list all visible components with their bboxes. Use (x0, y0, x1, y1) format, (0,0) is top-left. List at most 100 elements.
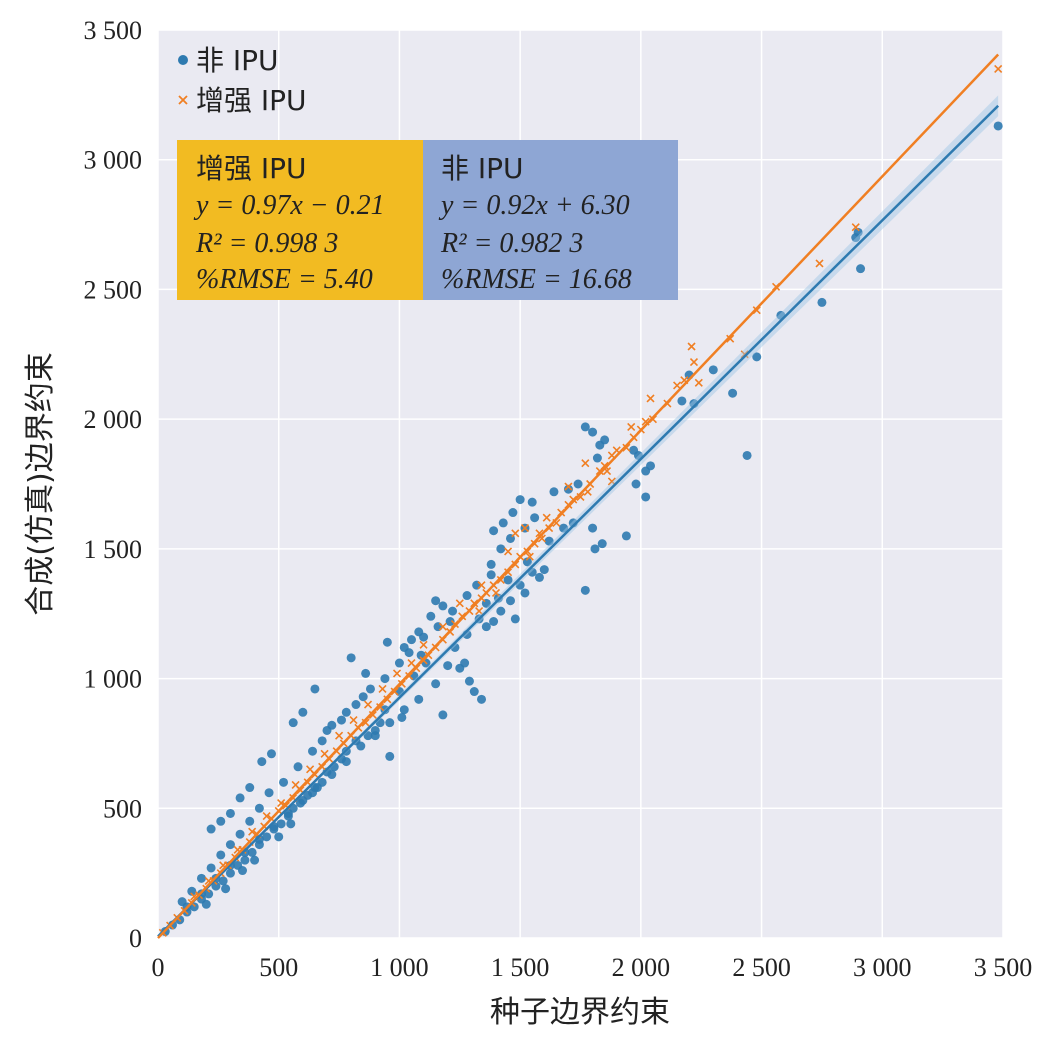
non-ipu-point (856, 264, 866, 274)
non-ipu-point (486, 559, 496, 569)
non-ipu-point (544, 536, 554, 546)
enhanced-ipu-point (595, 466, 604, 476)
non-ipu-point (498, 518, 508, 528)
non-ipu-point (279, 777, 289, 787)
non-ipu-point (534, 572, 544, 582)
non-ipu-point (257, 757, 267, 767)
enhanced-ipu-point (511, 529, 520, 538)
non-ipu-point (443, 661, 453, 671)
non-ipu-point (204, 889, 214, 899)
x-tick-label: 2 000 (612, 953, 671, 982)
enhanced-ipu-point (390, 687, 399, 696)
enhanced-ipu-point (740, 350, 749, 359)
x-tick-label: 500 (259, 953, 298, 982)
enhanced-ipu-point (335, 731, 344, 740)
non-ipu-point (308, 788, 318, 798)
non-ipu-point (573, 479, 583, 489)
non-ipu-point (385, 751, 395, 761)
non-ipu-point (539, 565, 549, 575)
non-ipu-point (588, 523, 598, 533)
non-ipu-point (351, 700, 361, 710)
x-axis-label: 种子边界约束 (490, 995, 670, 1030)
x-tick-label: 3 500 (974, 953, 1033, 982)
non-ipu-point (496, 544, 506, 554)
non-ipu-confidence-band (158, 95, 999, 937)
enhanced-ipu-point (349, 716, 358, 725)
stats-box-enhanced-bg (177, 140, 423, 300)
non-ipu-point (445, 616, 455, 626)
enhanced-ipu-point (726, 334, 735, 343)
non-ipu-point (438, 710, 448, 720)
stats-box-non-bg (423, 140, 678, 300)
non-ipu-point (708, 365, 718, 375)
enhanced-ipu-point (815, 259, 824, 268)
non-ipu-point (322, 725, 332, 735)
legend-enhanced-ipu-marker (178, 95, 188, 105)
non-ipu-point (580, 585, 590, 595)
enhanced-ipu-point (504, 547, 513, 556)
stats-enhanced-title: 增强 IPU (196, 152, 307, 185)
non-ipu-point (851, 233, 861, 243)
non-ipu-point (266, 749, 276, 759)
enhanced-ipu-point (397, 679, 406, 688)
enhanced-ipu-point (511, 560, 520, 569)
non-ipu-point (462, 591, 472, 601)
non-ipu-point (549, 487, 559, 497)
enhanced-ipu-point (542, 513, 551, 522)
non-ipu-point (363, 731, 373, 741)
non-ipu-point (503, 575, 513, 585)
non-ipu-point (216, 816, 226, 826)
non-ipu-point (489, 526, 499, 536)
y-tick-label: 3 000 (84, 146, 143, 175)
y-tick-labels: 0 500 1 000 1 500 2 000 2 500 3 000 3 500 (84, 16, 143, 953)
non-ipu-point (515, 495, 525, 505)
non-ipu-point (559, 523, 569, 533)
x-tick-label: 1 000 (370, 953, 429, 982)
non-ipu-point (327, 770, 337, 780)
non-ipu-point (742, 450, 752, 460)
legend-non-ipu-marker (178, 55, 188, 65)
stats-box-non: 非 IPU y = 0.92x + 6.30 R² = 0.982 3 %RMS… (423, 140, 678, 300)
non-ipu-point (286, 819, 296, 829)
non-ipu-point (341, 757, 351, 767)
non-ipu-point (235, 829, 245, 839)
y-tick-label: 2 500 (84, 275, 143, 304)
enhanced-ipu-point (361, 718, 370, 727)
non-ipu-point (308, 746, 318, 756)
y-tick-label: 1 000 (84, 665, 143, 694)
y-tick-label: 500 (103, 794, 142, 823)
stats-non-title: 非 IPU (441, 152, 524, 185)
stats-non-rmse: %RMSE = 16.68 (441, 264, 632, 295)
non-ipu-point (460, 658, 470, 668)
non-ipu-point (298, 707, 308, 717)
enhanced-ipu-point (383, 695, 392, 704)
enhanced-ipu-point (262, 812, 271, 821)
y-tick-label: 2 000 (84, 405, 143, 434)
enhanced-ipu-point (368, 710, 377, 719)
non-ipu-point (496, 606, 506, 616)
non-ipu-point (341, 707, 351, 717)
enhanced-ipu-point (581, 459, 590, 468)
non-ipu-point (293, 762, 303, 772)
enhanced-ipu-point (405, 671, 414, 681)
non-ipu-point (433, 622, 443, 632)
enhanced-ipu-point (248, 827, 257, 836)
non-ipu-point (397, 712, 407, 722)
non-ipu-point (621, 531, 631, 541)
enhanced-ipu-point (694, 378, 703, 387)
enhanced-ipu-point (564, 482, 573, 491)
non-ipu-point (472, 580, 482, 590)
non-ipu-point (361, 668, 371, 678)
non-ipu-point (310, 684, 320, 694)
enhanced-ipu-point (407, 658, 416, 668)
enhanced-ipu-point (455, 599, 464, 608)
non-ipu-point (187, 886, 197, 896)
non-ipu-fit-line (157, 104, 1000, 938)
non-ipu-point (592, 453, 602, 463)
non-ipu-point (530, 513, 540, 523)
non-ipu-point (631, 479, 641, 489)
non-ipu-point (211, 881, 221, 891)
non-ipu-point (240, 855, 250, 865)
enhanced-ipu-point (994, 64, 1003, 73)
